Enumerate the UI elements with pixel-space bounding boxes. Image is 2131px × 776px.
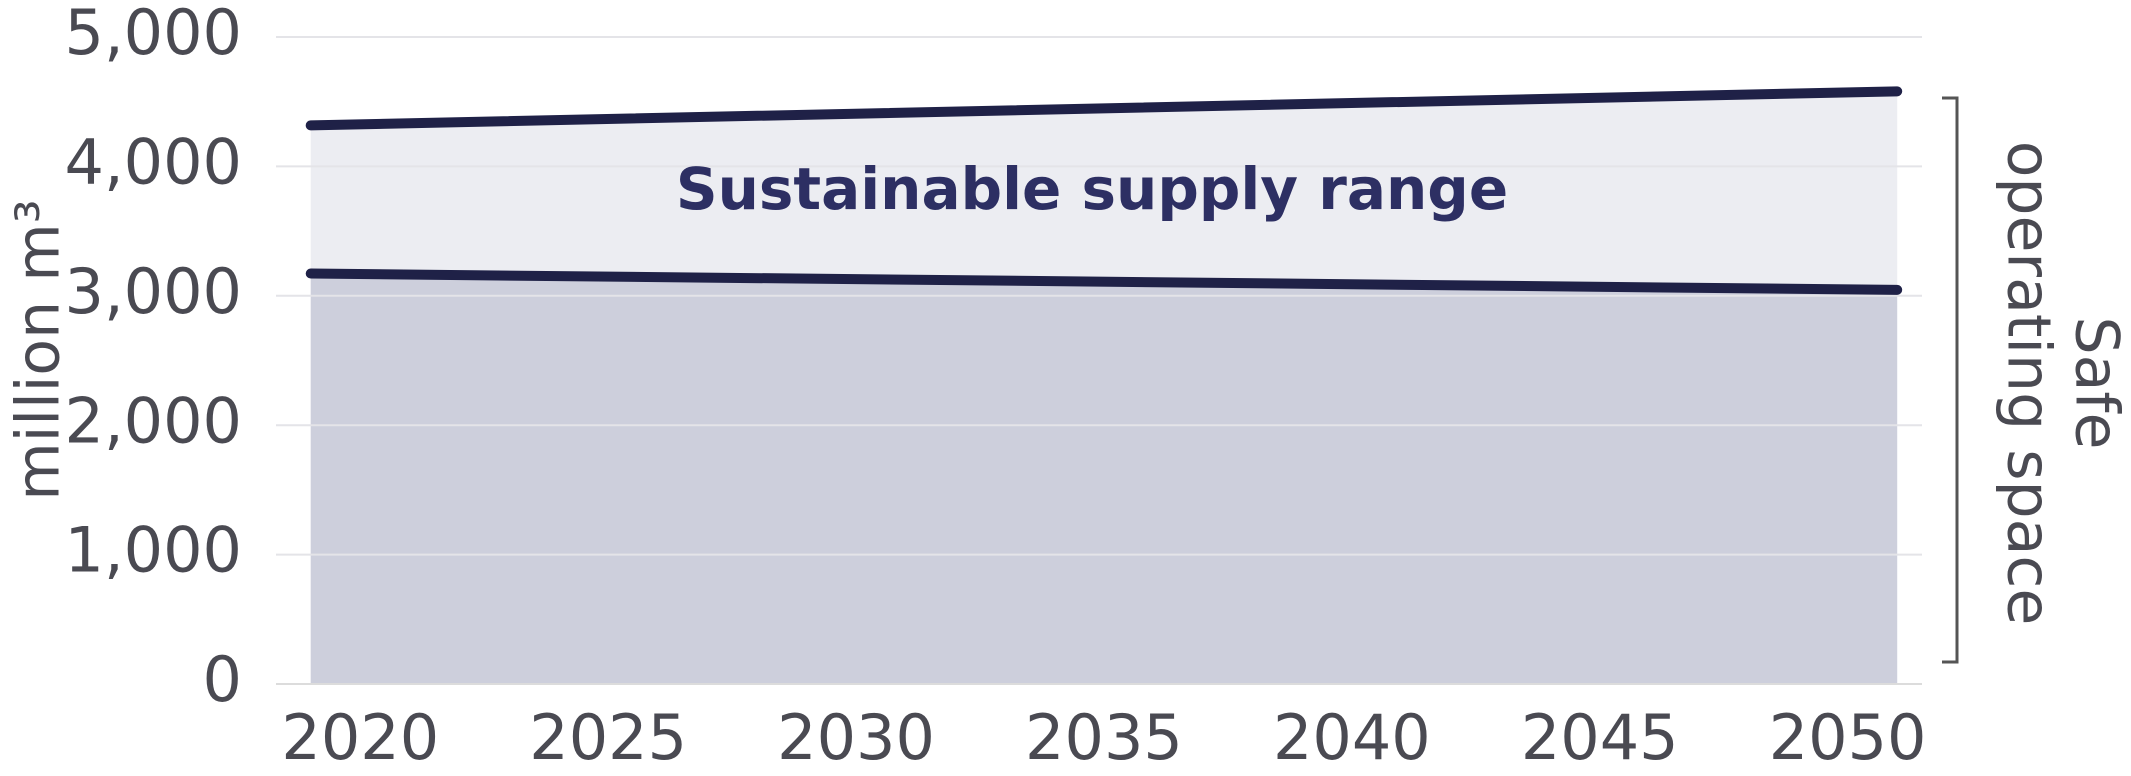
lines xyxy=(305,86,1903,295)
bracket xyxy=(1942,96,1959,664)
x-tick-label: 2035 xyxy=(1025,701,1183,774)
y-axis-label: million m³ xyxy=(4,199,74,500)
y-tick-label: 2,000 xyxy=(65,384,243,457)
line-series xyxy=(305,268,1903,295)
y-tick-label: 3,000 xyxy=(65,255,243,328)
y-tick-label: 1,000 xyxy=(65,514,243,587)
bracket-label: operating space xyxy=(1993,141,2063,626)
band-area xyxy=(310,91,1898,290)
lower-area xyxy=(310,273,1898,684)
x-tick-label: 2040 xyxy=(1273,701,1431,774)
areas xyxy=(310,91,1898,684)
labels: 0 1,000 2,000 3,000 4,000 5,000 2020 2025 2030 20… xyxy=(65,0,1927,774)
bracket-label: Safe xyxy=(2061,317,2131,450)
x-tick-label: 2025 xyxy=(529,701,687,774)
annotation: Sustainable supply range xyxy=(676,155,1508,223)
line-series xyxy=(305,86,1903,131)
y-tick-label: 5,000 xyxy=(65,0,243,69)
x-tick-label: 2020 xyxy=(281,701,439,774)
grid xyxy=(276,36,1922,685)
x-tick-label: 2050 xyxy=(1769,701,1927,774)
y-tick-label: 0 xyxy=(203,643,242,716)
x-tick-label: 2030 xyxy=(777,701,935,774)
x-tick-label: 2045 xyxy=(1521,701,1679,774)
y-tick-label: 4,000 xyxy=(65,125,243,198)
